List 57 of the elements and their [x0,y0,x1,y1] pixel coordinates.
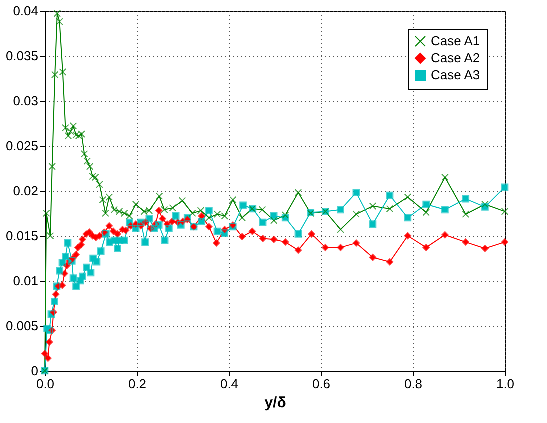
x-tick-label: 0.0 [36,376,55,392]
point [96,181,104,188]
point [59,68,67,76]
point [337,226,344,234]
point [48,163,56,170]
point [258,206,266,214]
x-tick-label: 1.0 [496,376,515,392]
y-tick-label: 0.04 [13,4,38,18]
point [206,214,213,222]
point [482,200,489,208]
point [132,200,140,208]
point [197,207,205,214]
point [352,210,360,218]
point [294,189,302,196]
y-tick-label: 0.005 [6,318,38,334]
y-tick-label: 0.015 [6,228,38,244]
point [42,210,50,218]
point [86,163,94,170]
legend-label: Case A2 [431,50,480,66]
x-tick-label: 0.8 [404,376,423,392]
x-axis-title: y/δ [264,394,286,412]
point [282,212,290,219]
point [75,132,83,140]
point [51,71,59,79]
point [229,196,237,204]
y-tick-label: 0.01 [13,274,38,288]
x-tick-label: 0.2 [128,376,147,392]
legend-label: Case A3 [431,68,480,82]
point [54,10,62,18]
point [442,174,449,182]
point [89,172,96,180]
point [92,174,100,182]
x-tick-label: 0.4 [220,376,239,392]
point [156,192,164,200]
point [189,210,196,218]
point [84,158,91,165]
point [369,202,377,210]
point [386,205,394,213]
legend-label: Case A1 [431,34,480,48]
point [501,208,509,216]
point [422,208,430,216]
y-tick-label: 0.03 [13,94,38,108]
y-tick-label: 0.025 [6,138,38,154]
point [178,197,186,205]
y-tick-label: 0 [31,364,38,378]
point [238,214,246,222]
point [270,217,278,224]
x-tick-label: 0.6 [312,376,331,392]
point [462,210,470,218]
point [67,128,74,136]
point [102,210,110,218]
point [404,194,412,201]
y-tick-label: 0.02 [13,184,38,198]
y-tick-label: 0.035 [6,48,38,64]
point [80,150,88,158]
point [56,18,64,26]
point [46,232,54,240]
